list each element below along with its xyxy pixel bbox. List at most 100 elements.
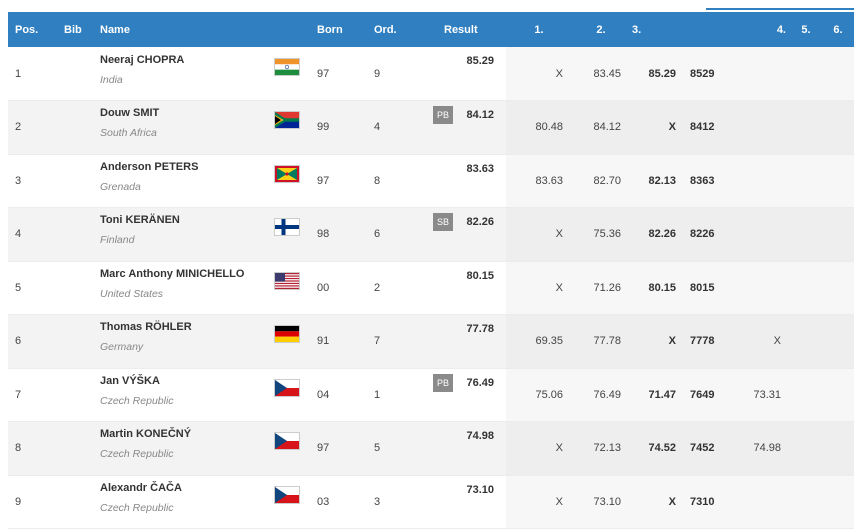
table-row[interactable]: 1 Neeraj CHOPRA India 97 9 85.29 X 83.45 85.29 85…	[8, 47, 854, 101]
flag-cell	[275, 475, 317, 529]
athlete-country: Grenada	[100, 180, 141, 193]
table-row[interactable]: 2 Douw SMIT South Africa 99 4 PB 84.12 80.48 84.…	[8, 100, 854, 155]
attempt-5-cell	[790, 207, 822, 262]
header-attempt-2[interactable]: 2.	[596, 23, 606, 36]
athlete-name[interactable]: Toni KERÄNEN	[100, 214, 180, 227]
table-row[interactable]: 9 Alexandr ČAČA Czech Republic 03 3 73.10 X 73.…	[8, 475, 854, 529]
attempt-5-cell	[790, 261, 822, 315]
table-row[interactable]: 7 Jan VÝŠKA Czech Republic 04 1 PB 76.49 75.06 7…	[8, 368, 854, 422]
order-cell: 1	[374, 368, 426, 422]
athlete-name[interactable]: Martin KONEČNÝ	[100, 428, 192, 441]
points-cell: 7778	[685, 314, 735, 369]
table-row[interactable]: 8 Martin KONEČNÝ Czech Republic 97 5 74.98 X 72…	[8, 421, 854, 476]
order-cell: 8	[374, 154, 426, 208]
pos-cell: 6	[8, 314, 64, 369]
result-value: 83.63	[466, 162, 494, 175]
table-row[interactable]: 3 Anderson PETERS Grenada 97 8 83.63 83.63 82.7…	[8, 154, 854, 208]
header-attempt-6[interactable]: 6.	[833, 23, 843, 36]
header-born[interactable]: Born	[317, 23, 343, 36]
attempt-2-cell: 84.12	[572, 100, 630, 155]
header-name[interactable]: Name	[100, 23, 130, 36]
athlete-name[interactable]: Jan VÝŠKA	[100, 374, 160, 387]
result-cell: 77.78	[426, 314, 506, 369]
flag-cell	[275, 154, 317, 208]
order-cell: 2	[374, 261, 426, 315]
attempt-1-cell: X	[506, 47, 572, 101]
header-bib[interactable]: Bib	[64, 23, 82, 36]
attempt-6-cell	[822, 47, 854, 101]
athlete-country: Czech Republic	[100, 501, 174, 514]
athlete-name[interactable]: Douw SMIT	[100, 107, 160, 120]
athlete-name[interactable]: Anderson PETERS	[100, 160, 199, 173]
header-points	[685, 12, 735, 47]
points-cell: 7649	[685, 368, 735, 422]
name-cell: Toni KERÄNEN Finland	[100, 207, 275, 262]
flag-cell	[275, 261, 317, 315]
record-badge: PB	[433, 106, 453, 124]
born-cell: 97	[317, 154, 374, 208]
attempt-5-cell	[790, 154, 822, 208]
name-cell: Alexandr ČAČA Czech Republic	[100, 475, 275, 529]
born-cell: 91	[317, 314, 374, 369]
attempt-3-cell: 80.15	[630, 261, 685, 315]
order-cell: 6	[374, 207, 426, 262]
athlete-country: South Africa	[100, 127, 157, 140]
attempt-2-cell: 72.13	[572, 421, 630, 476]
born-cell: 04	[317, 368, 374, 422]
header-accent-line	[706, 8, 854, 10]
header-pos[interactable]: Pos.	[15, 23, 39, 36]
header-attempt-4[interactable]: 4.	[776, 23, 786, 36]
points-cell: 7310	[685, 475, 735, 529]
table-row[interactable]: 4 Toni KERÄNEN Finland 98 6 SB 82.26 X 75.36 82.2…	[8, 207, 854, 262]
order-cell: 7	[374, 314, 426, 369]
born-cell: 03	[317, 475, 374, 529]
attempt-4-cell: X	[735, 314, 790, 369]
finland-flag-icon	[275, 219, 299, 236]
bib-cell	[64, 368, 100, 422]
table-row[interactable]: 6 Thomas RÖHLER Germany 91 7 77.78 69.35 77.78 X…	[8, 314, 854, 369]
header-flag	[275, 12, 317, 47]
header-attempt-3[interactable]: 3.	[632, 23, 642, 36]
result-cell: 83.63	[426, 154, 506, 208]
pos-cell: 5	[8, 261, 64, 315]
attempt-5-cell	[790, 314, 822, 369]
born-cell: 97	[317, 421, 374, 476]
athlete-name[interactable]: Thomas RÖHLER	[100, 321, 192, 334]
name-cell: Thomas RÖHLER Germany	[100, 314, 275, 369]
attempt-3-cell: X	[630, 475, 685, 529]
born-cell: 97	[317, 47, 374, 101]
athlete-country: Czech Republic	[100, 448, 174, 461]
result-value: 82.26	[466, 216, 494, 228]
attempt-6-cell	[822, 475, 854, 529]
athlete-name[interactable]: Neeraj CHOPRA	[100, 53, 185, 66]
attempt-4-cell	[735, 154, 790, 208]
attempt-3-cell: 82.13	[630, 154, 685, 208]
bib-cell	[64, 47, 100, 101]
born-cell: 99	[317, 100, 374, 155]
athlete-name[interactable]: Marc Anthony MINICHELLO	[100, 267, 245, 280]
attempt-5-cell	[790, 421, 822, 476]
pos-cell: 2	[8, 100, 64, 155]
points-cell: 8015	[685, 261, 735, 315]
athlete-name[interactable]: Alexandr ČAČA	[100, 481, 182, 494]
result-cell: 80.15	[426, 261, 506, 315]
attempt-6-cell	[822, 314, 854, 369]
czech-flag-icon	[275, 433, 299, 450]
usa-flag-icon	[275, 272, 299, 289]
attempt-1-cell: 83.63	[506, 154, 572, 208]
attempt-3-cell: X	[630, 100, 685, 155]
attempt-3-cell: X	[630, 314, 685, 369]
table-row[interactable]: 5 Marc Anthony MINICHELLO United States 00 2…	[8, 261, 854, 315]
attempt-4-cell	[735, 207, 790, 262]
header-attempt-5[interactable]: 5.	[801, 23, 811, 36]
header-ord[interactable]: Ord.	[374, 23, 397, 36]
header-result[interactable]: Result	[444, 23, 478, 36]
points-cell: 8412	[685, 100, 735, 155]
header-attempt-1[interactable]: 1.	[534, 23, 544, 36]
attempt-4-cell: 74.98	[735, 421, 790, 476]
record-badge: SB	[433, 213, 453, 231]
name-cell: Jan VÝŠKA Czech Republic	[100, 368, 275, 422]
attempt-1-cell: X	[506, 421, 572, 476]
bib-cell	[64, 421, 100, 476]
